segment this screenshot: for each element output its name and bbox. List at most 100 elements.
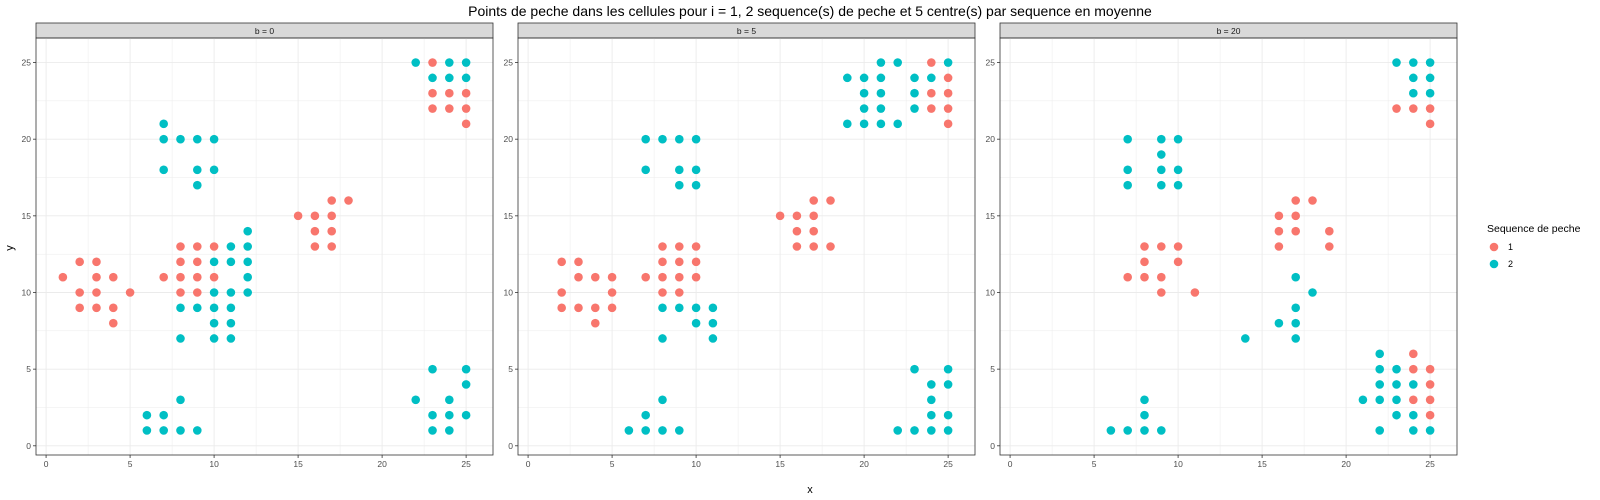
data-point bbox=[927, 58, 936, 67]
data-point bbox=[159, 426, 168, 435]
data-point bbox=[92, 288, 101, 297]
data-point bbox=[327, 211, 337, 221]
data-point bbox=[674, 257, 684, 267]
data-point bbox=[1409, 73, 1418, 83]
data-point bbox=[1140, 426, 1149, 435]
data-point bbox=[159, 119, 168, 129]
data-point bbox=[557, 257, 566, 267]
data-point bbox=[428, 364, 437, 374]
y-tick-label: 0 bbox=[26, 441, 31, 451]
data-point bbox=[1123, 426, 1132, 435]
data-point bbox=[75, 257, 84, 267]
data-point bbox=[1156, 272, 1166, 282]
data-point bbox=[1308, 288, 1317, 297]
data-point bbox=[943, 364, 953, 374]
facet-panels: b = 0 0 5 10 15 20 25 0 5 10 15 20 25 b = 5 0 5 10 15 20 25… bbox=[22, 22, 1458, 469]
data-point bbox=[641, 272, 650, 282]
data-point bbox=[624, 426, 634, 435]
data-point bbox=[1425, 88, 1435, 98]
data-point bbox=[607, 288, 617, 297]
data-point bbox=[943, 73, 953, 83]
data-point bbox=[176, 334, 185, 343]
data-point bbox=[658, 303, 667, 313]
data-point bbox=[809, 196, 819, 205]
data-point bbox=[1291, 334, 1301, 343]
data-point bbox=[1123, 180, 1132, 190]
data-point bbox=[691, 257, 701, 267]
data-point bbox=[674, 426, 684, 435]
x-tick-label: 10 bbox=[1173, 459, 1183, 469]
x-tick-label: 15 bbox=[293, 459, 303, 469]
x-tick-label: 5 bbox=[610, 459, 615, 469]
data-point bbox=[192, 180, 202, 190]
y-tick-label: 20 bbox=[504, 134, 514, 144]
panel-border bbox=[517, 37, 976, 456]
x-tick-label: 20 bbox=[859, 459, 869, 469]
data-point bbox=[176, 257, 185, 267]
data-point bbox=[243, 226, 252, 236]
data-point bbox=[590, 303, 600, 313]
data-point bbox=[461, 88, 471, 98]
data-point bbox=[1291, 318, 1301, 328]
data-point bbox=[1325, 242, 1334, 251]
data-point bbox=[461, 73, 471, 83]
data-point bbox=[910, 88, 919, 98]
legend-key-2 bbox=[1489, 259, 1499, 269]
data-point bbox=[226, 303, 236, 313]
data-point bbox=[1392, 380, 1401, 389]
data-point bbox=[1156, 180, 1166, 190]
data-point bbox=[1409, 380, 1418, 389]
chart-title: Points de peche dans les cellules pour i… bbox=[468, 3, 1152, 19]
data-point bbox=[1358, 395, 1368, 405]
data-point bbox=[1123, 134, 1132, 144]
data-point bbox=[1140, 257, 1149, 267]
data-point bbox=[641, 165, 650, 175]
data-point bbox=[327, 196, 337, 205]
data-point bbox=[708, 334, 718, 343]
data-point bbox=[176, 242, 185, 251]
data-point bbox=[209, 334, 219, 343]
data-point bbox=[125, 288, 135, 297]
data-point bbox=[574, 303, 583, 313]
data-point bbox=[226, 242, 236, 251]
data-point bbox=[674, 288, 684, 297]
data-point bbox=[58, 272, 68, 282]
data-point bbox=[310, 242, 320, 251]
data-point bbox=[226, 288, 236, 297]
data-point bbox=[792, 211, 802, 221]
data-point bbox=[1409, 364, 1418, 374]
y-tick-label: 5 bbox=[508, 364, 513, 374]
data-point bbox=[775, 211, 785, 221]
data-point bbox=[428, 58, 437, 67]
data-point bbox=[893, 58, 903, 67]
data-point bbox=[461, 364, 471, 374]
data-point bbox=[461, 58, 471, 67]
series-2 bbox=[1106, 58, 1435, 435]
x-tick-label: 0 bbox=[1008, 459, 1013, 469]
data-point bbox=[708, 303, 718, 313]
data-point bbox=[176, 272, 185, 282]
data-point bbox=[893, 119, 903, 129]
data-point bbox=[192, 134, 202, 144]
data-point bbox=[192, 288, 202, 297]
data-point bbox=[1123, 272, 1132, 282]
data-point bbox=[1409, 58, 1418, 67]
data-point bbox=[75, 303, 84, 313]
data-point bbox=[461, 119, 471, 129]
panel-3: b = 20 0 5 10 15 20 25 0 5 10 15 20 25 bbox=[986, 22, 1458, 469]
data-point bbox=[1173, 134, 1183, 144]
y-tick-label: 10 bbox=[986, 287, 996, 297]
data-point bbox=[461, 380, 471, 389]
x-tick-label: 10 bbox=[691, 459, 701, 469]
data-point bbox=[1156, 134, 1166, 144]
data-point bbox=[209, 318, 219, 328]
data-point bbox=[826, 242, 835, 251]
x-tick-label: 0 bbox=[44, 459, 49, 469]
data-point bbox=[691, 165, 701, 175]
data-point bbox=[1375, 426, 1385, 435]
x-tick-label: 5 bbox=[128, 459, 133, 469]
data-point bbox=[574, 257, 583, 267]
data-point bbox=[658, 272, 667, 282]
data-point bbox=[674, 180, 684, 190]
